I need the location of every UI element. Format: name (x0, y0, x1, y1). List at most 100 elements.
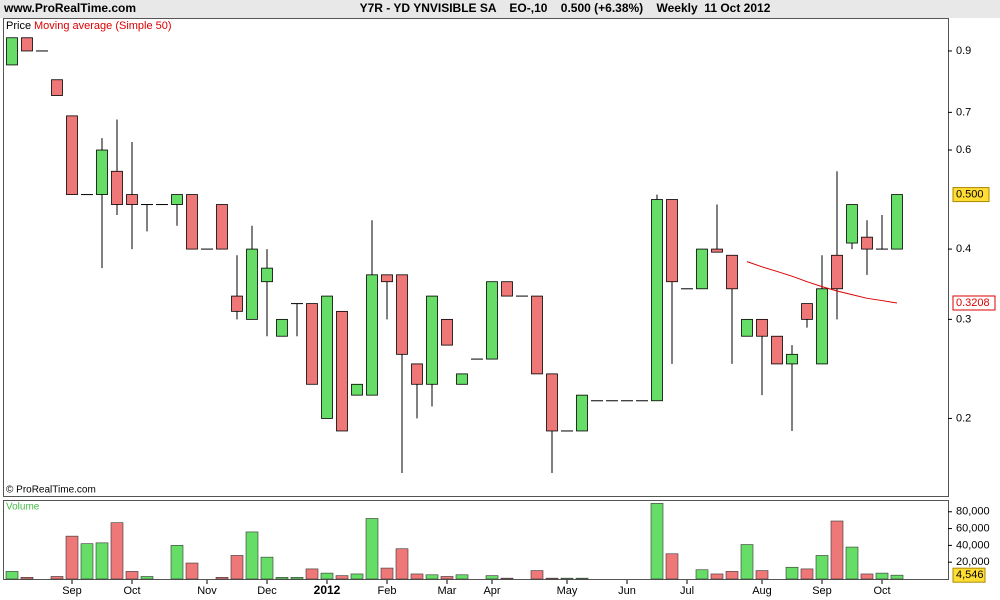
volume-bar (530, 570, 544, 580)
x-tick-label: 2012 (314, 583, 341, 597)
volume-bar (125, 571, 139, 580)
x-tick-label: May (557, 585, 578, 597)
y-tick-label: 80,000 (956, 506, 990, 518)
candle-body (336, 310, 348, 432)
candle-body (231, 295, 243, 312)
volume-bar (380, 567, 394, 580)
volume-bar (290, 577, 304, 580)
volume-bar (785, 566, 799, 580)
candle-body (321, 295, 333, 419)
price-panel (3, 18, 949, 497)
candle-body (111, 170, 123, 205)
last-price-label: 0.500 (956, 188, 984, 200)
volume-bar (5, 571, 19, 580)
candle-body (696, 248, 708, 290)
volume-bar (800, 568, 814, 580)
volume-bar (560, 577, 574, 580)
candle-body (426, 295, 438, 385)
volume-bar (725, 571, 739, 580)
candle-body (276, 318, 288, 337)
volume-bar (830, 520, 844, 580)
candle-body (831, 254, 843, 290)
volume-bar (140, 576, 154, 580)
candle-body (51, 79, 63, 96)
candle-body (381, 274, 393, 283)
volume-bar (545, 577, 559, 580)
candle-body (261, 267, 273, 283)
volume-bar (50, 576, 64, 580)
candle-body (396, 274, 408, 355)
candle-body (306, 303, 318, 385)
volume-bar (875, 572, 889, 580)
volume-bar (395, 548, 409, 580)
x-tick-label: Sep (812, 585, 832, 597)
volume-bar (440, 576, 454, 580)
candle-body (246, 248, 258, 320)
candle-body (756, 318, 768, 337)
candle-body (651, 199, 663, 402)
x-tick-label: Feb (378, 585, 397, 597)
candle-body (861, 236, 873, 250)
volume-bar (890, 574, 904, 580)
volume-bar (500, 577, 514, 580)
legend-price: Price (6, 20, 31, 32)
y-tick-label: 60,000 (956, 522, 990, 534)
candle-body (6, 37, 18, 66)
x-tick-label: Sep (62, 585, 82, 597)
volume-bar (695, 569, 709, 580)
volume-bar (350, 573, 364, 580)
volume-bar (755, 570, 769, 580)
volume-bar (185, 562, 199, 580)
volume-bar (485, 575, 499, 580)
candle-body (546, 373, 558, 432)
candle-body (666, 199, 678, 283)
volume-bar (110, 522, 124, 580)
volume-bar (710, 573, 724, 580)
last-volume-label: 4,546 (956, 569, 984, 581)
y-tick-label: 0.3 (956, 313, 971, 325)
chart-title: Y7R - YD YNVISIBLE SA EO-,10 0.500 (+6.3… (360, 1, 771, 15)
candle-body (171, 194, 183, 205)
candle-body (846, 204, 858, 244)
candle-body (576, 394, 588, 432)
volume-bar (335, 575, 349, 580)
volume-bar (320, 572, 334, 580)
volume-bar (650, 503, 664, 580)
ma-label: 0.3208 (956, 297, 990, 309)
y-tick-label: 40,000 (956, 539, 990, 551)
y-tick-label: 0.9 (956, 45, 971, 57)
volume-panel (3, 500, 949, 580)
candle-body (216, 204, 228, 250)
candle-body (726, 254, 738, 290)
volume-bar (410, 573, 424, 580)
candle-body (186, 194, 198, 250)
candle-body (411, 363, 423, 385)
header-bar (0, 0, 1000, 18)
x-tick-label: Oct (873, 585, 890, 597)
copyright: © ProRealTime.com (6, 485, 96, 496)
x-tick-label: Aug (752, 585, 772, 597)
legend-ma: Moving average (Simple 50) (34, 20, 172, 32)
y-tick-label: 0.2 (956, 412, 971, 424)
volume-bar (215, 577, 229, 580)
candle-body (741, 318, 753, 337)
last-price-box (952, 187, 990, 203)
candle-body (816, 288, 828, 365)
volume-bar (65, 535, 79, 580)
candle-body (366, 274, 378, 396)
x-tick-label: Dec (257, 585, 277, 597)
volume-bar (365, 518, 379, 580)
volume-bar (665, 553, 679, 580)
volume-bar (815, 555, 829, 580)
y-tick-label: 20,000 (956, 556, 990, 568)
candle-body (66, 115, 78, 195)
volume-bar (275, 577, 289, 580)
y-tick-label: 0.6 (956, 144, 971, 156)
volume-bar (95, 542, 109, 580)
candle-body (531, 295, 543, 375)
volume-bar (245, 531, 259, 580)
volume-bar (575, 577, 589, 580)
volume-bar (170, 545, 184, 580)
candle-body (96, 149, 108, 195)
volume-bar (80, 543, 94, 580)
